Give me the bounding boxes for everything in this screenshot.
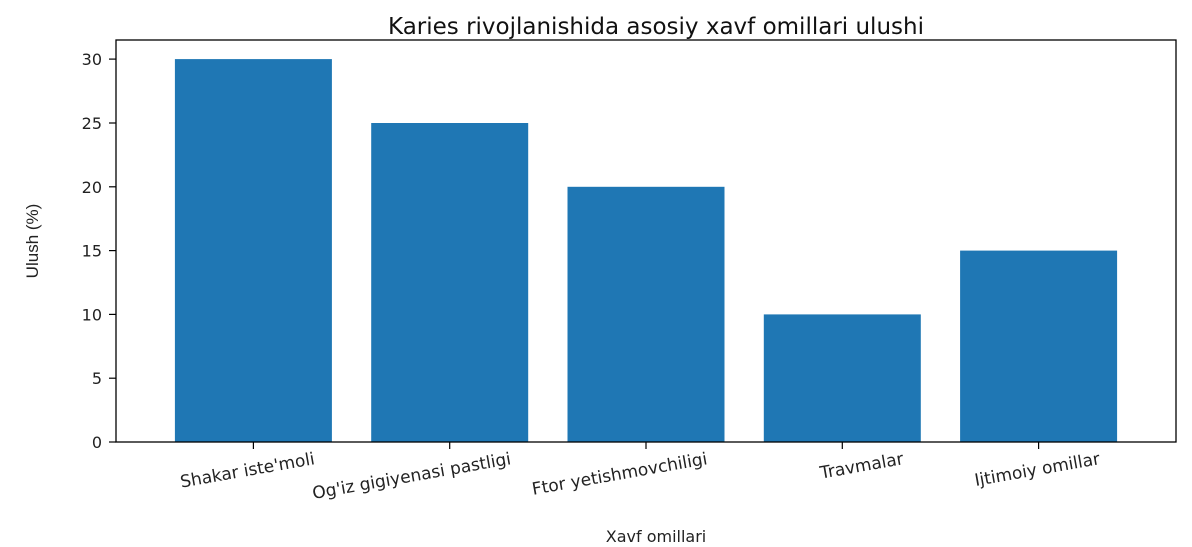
y-tick-label-3: 15 [82, 242, 102, 261]
chart-title: Karies rivojlanishida asosiy xavf omilla… [388, 14, 924, 40]
y-tick-label-4: 20 [82, 178, 102, 197]
bar-1 [371, 123, 529, 442]
bar-0 [174, 59, 332, 442]
y-axis-ticks: 0 5 10 15 20 25 30 [82, 50, 116, 452]
bars-group [174, 59, 1118, 442]
x-tick-label-0: Shakar iste'moli [179, 449, 317, 492]
x-tick-label-1: Og'iz gigiyenasi pastligi [311, 449, 513, 504]
y-tick-label-2: 10 [82, 305, 102, 324]
y-axis-label: Ulush (%) [23, 204, 42, 279]
bar-2 [567, 186, 725, 442]
bar-4 [960, 250, 1118, 442]
x-tick-label-2: Ftor yetishmovchiligi [530, 449, 708, 500]
y-tick-label-1: 5 [92, 369, 102, 388]
x-tick-label-4: Ijtimoiy omillar [973, 449, 1101, 491]
bar-3 [763, 314, 921, 442]
y-tick-label-5: 25 [82, 114, 102, 133]
plot-frame [115, 39, 1177, 443]
x-tick-label-3: Travmalar [818, 449, 906, 484]
y-tick-label-6: 30 [82, 50, 102, 69]
y-tick-label-0: 0 [92, 433, 102, 452]
x-axis-label: Xavf omillari [606, 527, 707, 546]
